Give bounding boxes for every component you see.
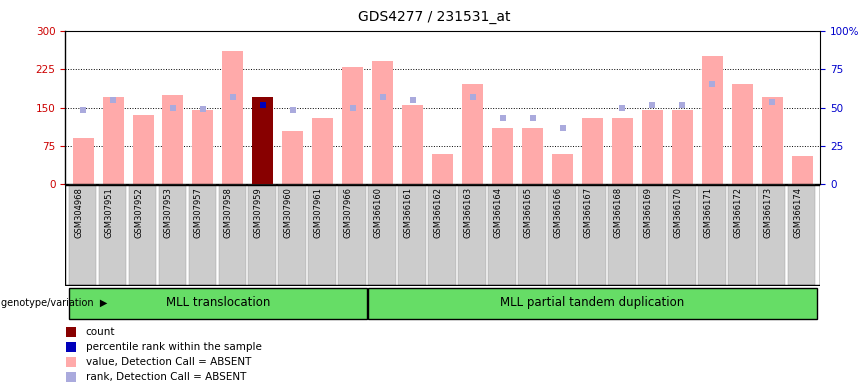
Text: MLL partial tandem duplication: MLL partial tandem duplication [500, 296, 685, 309]
Text: value, Detection Call = ABSENT: value, Detection Call = ABSENT [86, 357, 251, 367]
Text: GSM307960: GSM307960 [284, 187, 293, 238]
Bar [522, 128, 543, 184]
Bar [702, 56, 723, 184]
FancyBboxPatch shape [99, 185, 126, 285]
Bar [253, 97, 273, 184]
Text: GSM307952: GSM307952 [134, 187, 143, 238]
Text: GSM366164: GSM366164 [494, 187, 503, 238]
Text: GSM366169: GSM366169 [643, 187, 653, 238]
FancyBboxPatch shape [308, 185, 336, 285]
Text: GSM304968: GSM304968 [74, 187, 83, 238]
Text: GSM366162: GSM366162 [434, 187, 443, 238]
Bar [193, 110, 214, 184]
Bar [253, 97, 273, 184]
Text: rank, Detection Call = ABSENT: rank, Detection Call = ABSENT [86, 372, 247, 382]
Text: GSM366171: GSM366171 [703, 187, 713, 238]
Text: count: count [86, 327, 115, 337]
FancyBboxPatch shape [69, 288, 367, 319]
Text: GSM307953: GSM307953 [164, 187, 173, 238]
Bar [372, 61, 393, 184]
Text: GSM366170: GSM366170 [674, 187, 682, 238]
Bar [102, 97, 123, 184]
Bar [732, 84, 753, 184]
FancyBboxPatch shape [549, 185, 575, 285]
Bar [672, 110, 693, 184]
Bar [282, 131, 303, 184]
Text: GSM366174: GSM366174 [793, 187, 802, 238]
Text: GSM307961: GSM307961 [314, 187, 323, 238]
FancyBboxPatch shape [339, 185, 366, 285]
Bar [492, 128, 513, 184]
FancyBboxPatch shape [428, 185, 456, 285]
FancyBboxPatch shape [128, 185, 156, 285]
Bar [612, 118, 633, 184]
Bar [312, 118, 333, 184]
Text: GSM307957: GSM307957 [194, 187, 203, 238]
FancyBboxPatch shape [219, 185, 247, 285]
Bar [792, 156, 812, 184]
FancyBboxPatch shape [398, 185, 426, 285]
Text: GSM307966: GSM307966 [344, 187, 352, 238]
Bar [73, 138, 94, 184]
Text: genotype/variation  ▶: genotype/variation ▶ [1, 298, 108, 308]
FancyBboxPatch shape [608, 185, 635, 285]
Text: percentile rank within the sample: percentile rank within the sample [86, 342, 262, 352]
Bar [762, 97, 783, 184]
FancyBboxPatch shape [788, 185, 815, 285]
Bar [402, 105, 424, 184]
FancyBboxPatch shape [758, 185, 786, 285]
FancyBboxPatch shape [728, 185, 755, 285]
FancyBboxPatch shape [458, 185, 486, 285]
FancyBboxPatch shape [368, 185, 396, 285]
Text: GSM366161: GSM366161 [404, 187, 412, 238]
Bar [133, 115, 154, 184]
Text: GSM366163: GSM366163 [464, 187, 473, 238]
Text: GSM366166: GSM366166 [554, 187, 562, 238]
FancyBboxPatch shape [188, 185, 216, 285]
Bar [462, 84, 483, 184]
Text: GSM366160: GSM366160 [374, 187, 383, 238]
Text: MLL translocation: MLL translocation [166, 296, 270, 309]
FancyBboxPatch shape [698, 185, 726, 285]
Text: GSM366167: GSM366167 [583, 187, 593, 238]
FancyBboxPatch shape [518, 185, 546, 285]
FancyBboxPatch shape [368, 288, 817, 319]
Bar [342, 66, 364, 184]
Text: GSM307959: GSM307959 [253, 187, 263, 238]
FancyBboxPatch shape [668, 185, 695, 285]
Bar [222, 51, 243, 184]
FancyBboxPatch shape [488, 185, 516, 285]
Bar [162, 95, 183, 184]
Text: GDS4277 / 231531_at: GDS4277 / 231531_at [358, 10, 510, 23]
FancyBboxPatch shape [159, 185, 186, 285]
Text: GSM366165: GSM366165 [523, 187, 533, 238]
Bar [582, 118, 603, 184]
FancyBboxPatch shape [638, 185, 666, 285]
Bar [432, 154, 453, 184]
Text: GSM366168: GSM366168 [614, 187, 622, 238]
FancyBboxPatch shape [279, 185, 306, 285]
Text: GSM366172: GSM366172 [733, 187, 742, 238]
Bar [642, 110, 663, 184]
Text: GSM307951: GSM307951 [104, 187, 113, 238]
Text: GSM307958: GSM307958 [224, 187, 233, 238]
Bar [552, 154, 573, 184]
FancyBboxPatch shape [248, 185, 276, 285]
FancyBboxPatch shape [69, 185, 96, 285]
Text: GSM366173: GSM366173 [763, 187, 773, 238]
FancyBboxPatch shape [578, 185, 606, 285]
